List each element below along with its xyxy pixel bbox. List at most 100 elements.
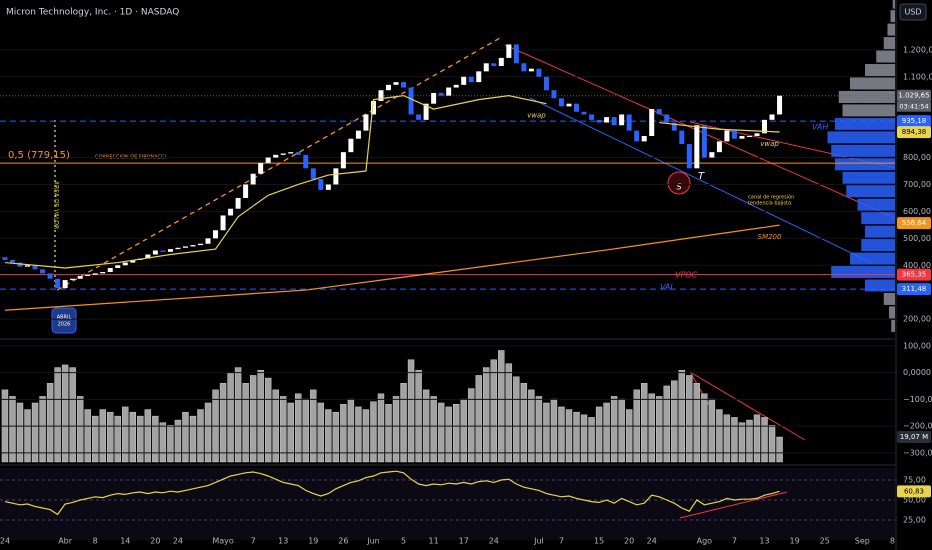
x-tick-label: Mayo (212, 537, 234, 546)
y-tick-label: 200,00 (903, 315, 931, 324)
volume-bar (505, 363, 513, 463)
x-tick-label: 8 (93, 537, 98, 546)
trend-arrow (679, 491, 788, 519)
volume-bar (9, 396, 16, 463)
level-tag: 0,5 (779,15) (8, 150, 70, 161)
level-label: 311,48 (902, 285, 927, 293)
candle (589, 114, 595, 120)
value-label-box (897, 485, 931, 498)
annotation: VAL (660, 283, 675, 292)
volume-bar (16, 402, 24, 463)
candle (325, 184, 331, 190)
x-tick-label: 15 (594, 537, 604, 546)
volume-bar (370, 401, 377, 463)
volume-bar (385, 404, 392, 463)
profile-bar (850, 252, 895, 265)
candle (310, 168, 316, 180)
candle (348, 138, 354, 153)
volume-bar (678, 369, 685, 463)
volume-bar (189, 415, 197, 463)
profile-bar (846, 185, 895, 198)
level-sub-box (897, 101, 931, 112)
y-tick-label: 700,00 (903, 180, 931, 189)
volume-bar (746, 419, 753, 463)
volume-bar (257, 369, 264, 463)
volume-bar (400, 383, 407, 463)
x-tick-label: 13 (278, 537, 288, 546)
profile-bar (831, 266, 895, 279)
volume-bar (107, 411, 114, 463)
candle (694, 125, 700, 169)
volume-bar (295, 393, 302, 463)
candle (401, 82, 407, 88)
candle (295, 152, 301, 155)
x-tick-label: Jun (366, 537, 380, 546)
candle (393, 82, 399, 85)
profile-bar (891, 319, 895, 332)
candle (656, 109, 662, 115)
profile-bar (835, 158, 895, 171)
volume-bar (355, 406, 362, 463)
volume-bar (249, 375, 257, 463)
profile-bar (857, 198, 895, 211)
candle (167, 249, 173, 252)
level-label: 1.029,65 (898, 92, 929, 100)
annotation: AREA DE VALOR (53, 181, 60, 229)
profile-bar (865, 225, 895, 238)
volume-bar (317, 402, 325, 463)
level-label: 935,18 (902, 117, 927, 125)
value-label: 60,83 (904, 487, 924, 495)
volume-bar (535, 396, 543, 463)
y-tick-label: 600,00 (903, 207, 931, 216)
volume-bar (114, 415, 121, 463)
volume-bar (46, 383, 54, 463)
volume-bar (671, 380, 678, 463)
candle (408, 87, 414, 115)
candle (634, 130, 640, 142)
volume-bar (415, 369, 422, 463)
x-tick-label: 14 (120, 537, 130, 546)
volume-bar (483, 367, 490, 463)
line-label: vwap (760, 140, 779, 148)
candle (521, 63, 527, 72)
candle (476, 71, 482, 83)
volume-bar (686, 375, 693, 463)
y-tick-label: 400,00 (903, 261, 931, 270)
level-label-box (897, 283, 931, 296)
volume-bar (61, 364, 69, 463)
candle (355, 130, 361, 139)
candle (265, 157, 271, 163)
annotation: VAH (812, 123, 828, 132)
candle (77, 276, 83, 279)
candle (491, 63, 497, 66)
x-tick-label: 17 (459, 537, 469, 546)
volume-bar (543, 402, 550, 463)
volume-bar (588, 417, 595, 463)
candle (378, 90, 384, 101)
x-tick-label: 24 (0, 537, 10, 546)
annotation: ABRIL (57, 315, 72, 321)
annotation: tendencia bajista. (748, 201, 793, 207)
candle (596, 119, 602, 123)
profile-bar (890, 10, 895, 23)
volume-bar (723, 414, 731, 463)
indicator-line (4, 94, 780, 269)
candle (100, 272, 106, 274)
candle (288, 152, 294, 154)
profile-bar (838, 90, 895, 103)
volume-bar (603, 402, 610, 463)
volume-bar (99, 409, 106, 463)
candle (543, 76, 549, 91)
candle (754, 133, 760, 137)
currency-button[interactable] (899, 3, 927, 21)
y-tick-label: −200,00 (903, 422, 932, 431)
line-label: SM200 (758, 233, 782, 241)
value-label: 19,07 M (900, 433, 928, 441)
volume-bar (610, 396, 618, 463)
annotation: T (698, 171, 705, 182)
currency[interactable]: USD (904, 8, 921, 17)
x-tick-label: 11 (429, 537, 439, 546)
candle (453, 84, 459, 88)
candle (416, 114, 422, 120)
volume-bar (693, 383, 701, 463)
